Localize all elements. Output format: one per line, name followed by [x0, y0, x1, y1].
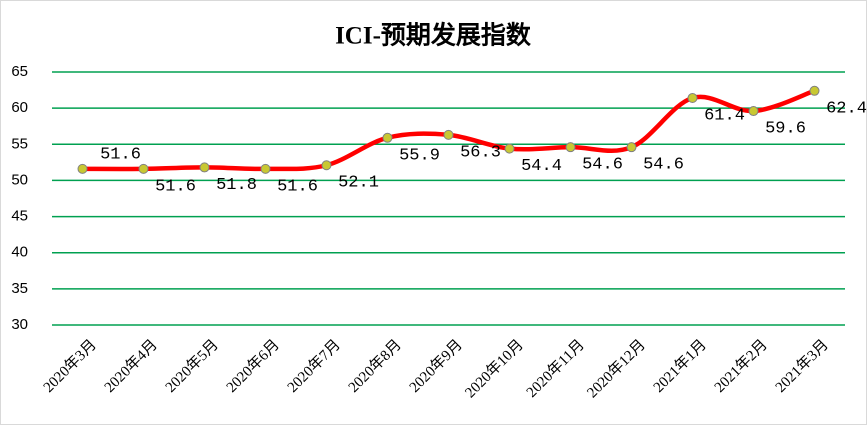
marker — [748, 106, 759, 117]
y-tick-label: 60 — [11, 99, 28, 116]
marker — [504, 143, 515, 154]
data-label: 55.9 — [399, 146, 440, 165]
data-label: 51.6 — [277, 177, 318, 196]
marker — [199, 162, 210, 173]
data-label: 54.4 — [521, 157, 562, 176]
y-tick-label: 40 — [11, 244, 28, 261]
marker — [382, 132, 393, 143]
marker — [321, 160, 332, 171]
y-tick-label: 65 — [11, 63, 28, 80]
data-label: 54.6 — [582, 156, 623, 175]
data-label: 51.6 — [100, 145, 141, 164]
marker — [565, 142, 576, 153]
data-label: 54.6 — [643, 156, 684, 175]
data-label: 61.4 — [704, 107, 745, 126]
y-tick-label: 45 — [11, 208, 28, 225]
y-tick-label: 30 — [11, 316, 28, 333]
marker — [626, 142, 637, 153]
data-label: 56.3 — [460, 143, 501, 162]
data-label: 51.6 — [155, 177, 196, 196]
marker — [443, 129, 454, 140]
y-tick-label: 35 — [11, 280, 28, 297]
data-label: 51.8 — [216, 176, 257, 195]
data-label: 52.1 — [338, 174, 379, 193]
marker — [687, 93, 698, 104]
marker — [138, 163, 149, 174]
marker — [77, 163, 88, 174]
y-tick-label: 55 — [11, 135, 28, 152]
data-label: 59.6 — [765, 120, 806, 139]
data-label: 62.4 — [826, 99, 867, 118]
chart-title: ICI-预期发展指数 — [335, 21, 532, 50]
marker — [809, 85, 820, 96]
y-tick-label: 50 — [11, 171, 28, 188]
marker — [260, 163, 271, 174]
